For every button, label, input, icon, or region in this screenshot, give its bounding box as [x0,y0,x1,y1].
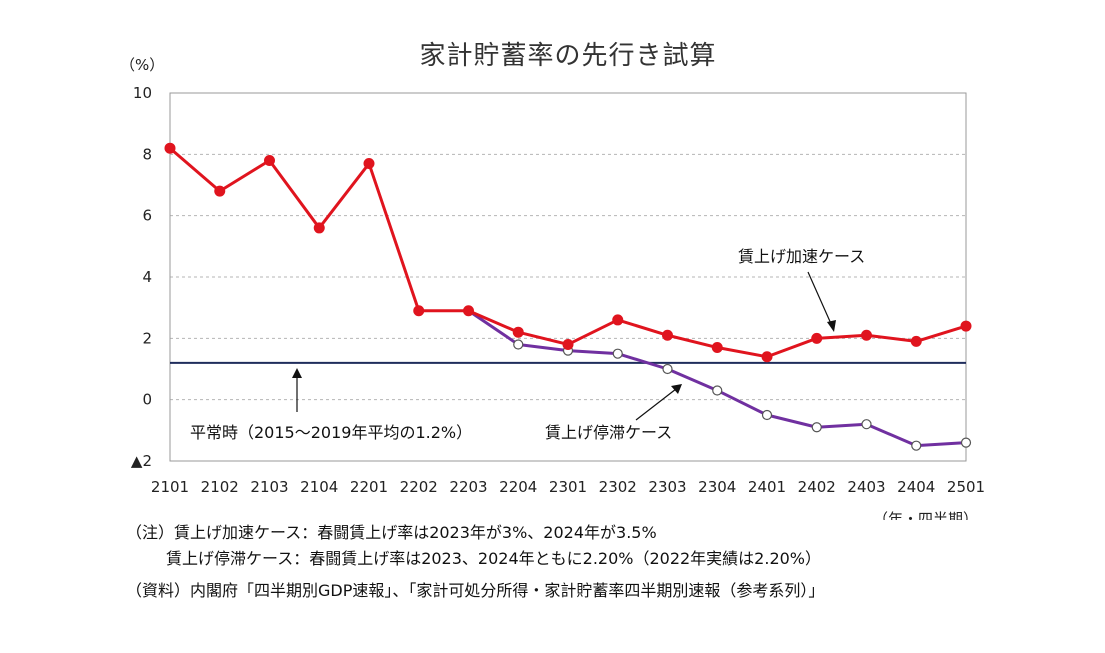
data-point-stagnation [960,437,972,448]
y-tick-label: 0 [142,391,152,409]
notes-section: （注）賃上げ加速ケース：春闘賃上げ率は2023年が3%、2024年が3.5% 賃… [126,520,824,604]
data-point-accelerated [562,338,574,350]
series-group [164,142,972,451]
x-tick-label: 2103 [250,478,288,496]
data-point-accelerated [413,305,425,317]
data-point-accelerated [363,158,375,170]
data-point-stagnation [513,339,524,350]
data-point-accelerated [164,142,176,154]
chart-title: 家計貯蓄率の先行き試算 [419,41,716,71]
data-point-accelerated [612,314,624,326]
accel-arrow-head [827,320,836,332]
stagnation-arrow-line [635,388,677,421]
x-tick-label: 2304 [698,478,736,496]
y-tick-label: 4 [142,268,152,286]
series-line-stagnation [467,309,967,448]
accel-case-label: 賃上げ加速ケース [738,247,865,266]
stagnation-arrow-head [671,384,682,394]
data-point-stagnation [761,409,773,421]
data-point-stagnation [811,422,822,433]
data-point-accelerated [214,185,226,197]
data-point-stagnation [861,419,872,430]
y-axis-unit-label: （%） [120,56,164,74]
x-tick-label: 2301 [549,478,587,496]
data-point-stagnation [911,440,922,451]
x-tick-label: 2202 [400,478,438,496]
data-point-accelerated [811,332,823,344]
y-tick-label: 10 [133,84,152,102]
x-tick-label: 2104 [300,478,338,496]
data-point-accelerated [463,305,474,317]
y-axis-ticks: 10 8 6 4 2 0 ▲2 [131,84,152,470]
x-tick-label: 2403 [847,478,885,496]
data-point-stagnation [662,363,673,375]
stagnation-case-label: 賃上げ停滞ケース [545,423,672,442]
y-tick-label: 2 [142,329,152,347]
x-tick-label: 2402 [798,478,836,496]
x-tick-label: 2102 [201,478,239,496]
x-tick-label: 2302 [599,478,637,496]
data-point-accelerated [761,351,773,363]
data-point-accelerated [711,342,723,354]
data-point-accelerated [313,222,325,234]
data-point-stagnation [712,385,723,396]
data-point-accelerated [264,154,275,166]
y-tick-label: 6 [142,207,152,225]
x-tick-label: 2101 [151,478,189,496]
x-tick-label: 2501 [947,478,985,496]
data-point-accelerated [910,335,922,347]
data-point-stagnation [612,348,623,359]
source-line: （資料）内閣府「四半期別GDP速報」、「家計可処分所得・家計貯蓄率四半期別速報（… [126,581,825,600]
accel-arrow-line [807,271,833,327]
x-tick-label: 2303 [648,478,686,496]
grid-lines [170,153,966,401]
x-tick-label: 2201 [350,478,388,496]
y-tick-label: ▲2 [131,452,152,470]
x-axis-ticks: 2101 2102 2103 2104 2201 2202 2203 2204 2301 2302… [151,478,985,496]
data-point-accelerated [861,329,872,341]
x-axis-unit-label: （年・四半期） [873,510,978,520]
x-tick-label: 2401 [748,478,786,496]
x-tick-label: 2404 [897,478,935,496]
plot-area-frame [169,92,967,462]
x-tick-label: 2204 [499,478,537,496]
note-line-2: 賃上げ停滞ケース：春闘賃上げ率は2023、2024年ともに2.20%（2022年… [166,549,822,568]
note-line-1: （注）賃上げ加速ケース：春闘賃上げ率は2023年が3%、2024年が3.5% [126,523,657,542]
baseline-label: 平常時（2015～2019年平均の1.2%） [190,423,472,442]
data-point-accelerated [960,320,972,332]
x-tick-label: 2203 [449,478,487,496]
baseline-arrow-head [292,368,302,378]
data-point-accelerated [512,326,524,338]
y-tick-label: 8 [142,145,152,163]
data-point-accelerated [662,329,673,341]
